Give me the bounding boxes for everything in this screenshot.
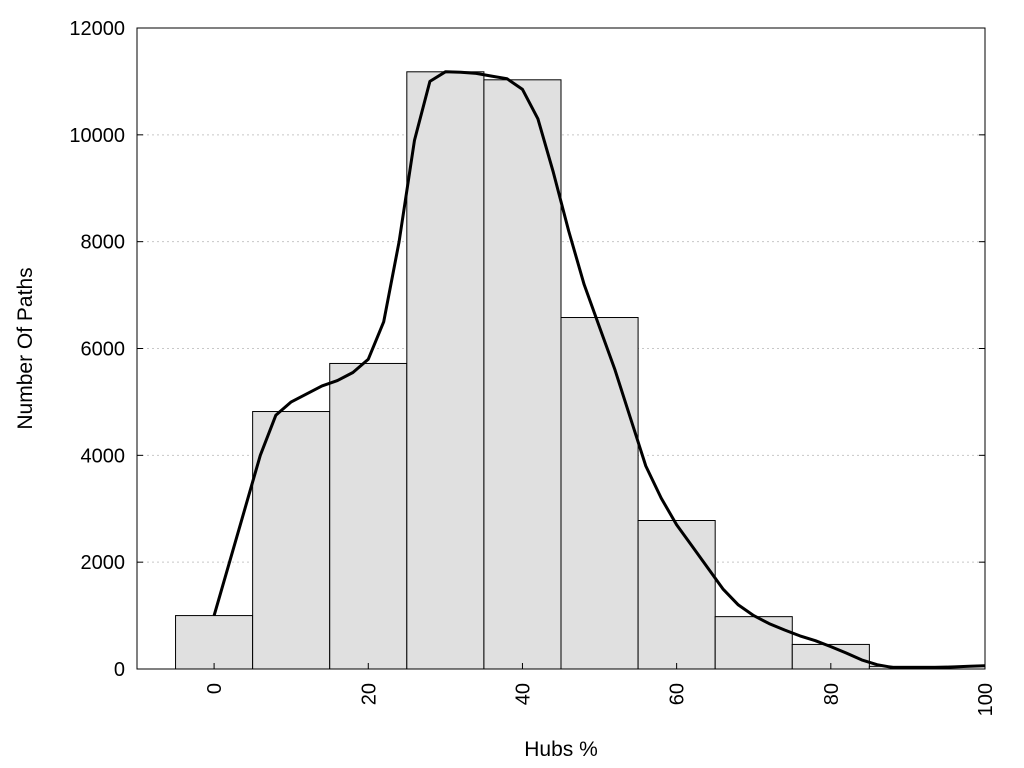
histogram-bar [637,520,716,670]
y-axis-title: Number Of Paths [14,267,37,429]
x-tick-label: 100 [975,683,997,716]
histogram-bar [252,411,331,670]
series-line [212,70,986,670]
y-tick-label: 10000 [69,125,125,147]
x-tick-label: 40 [512,683,534,705]
y-tick-label: 6000 [81,339,126,361]
histogram-bar [714,616,793,670]
x-tick-label: 0 [204,683,226,694]
histogram-bar [483,79,562,670]
y-tick-label: 12000 [69,18,125,40]
histogram-bar [175,615,254,670]
x-tick-label: 60 [667,683,689,705]
x-axis-title: Hubs % [524,738,598,761]
y-tick-label: 2000 [81,552,126,574]
y-tick-label: 0 [114,659,125,681]
y-axis: 0 2000 4000 6000 8000 10000 12000 [69,18,985,681]
density-curve [212,70,986,670]
x-tick-label: 20 [358,683,380,705]
histogram-bar [329,362,408,670]
histogram-bar [560,317,639,670]
y-tick-label: 8000 [81,232,126,254]
x-axis: 0 20 40 60 80 100 [204,663,997,716]
histogram-bars [175,71,947,670]
y-tick-label: 4000 [81,445,126,467]
x-tick-label: 80 [821,683,843,705]
histogram-bar [406,71,485,670]
